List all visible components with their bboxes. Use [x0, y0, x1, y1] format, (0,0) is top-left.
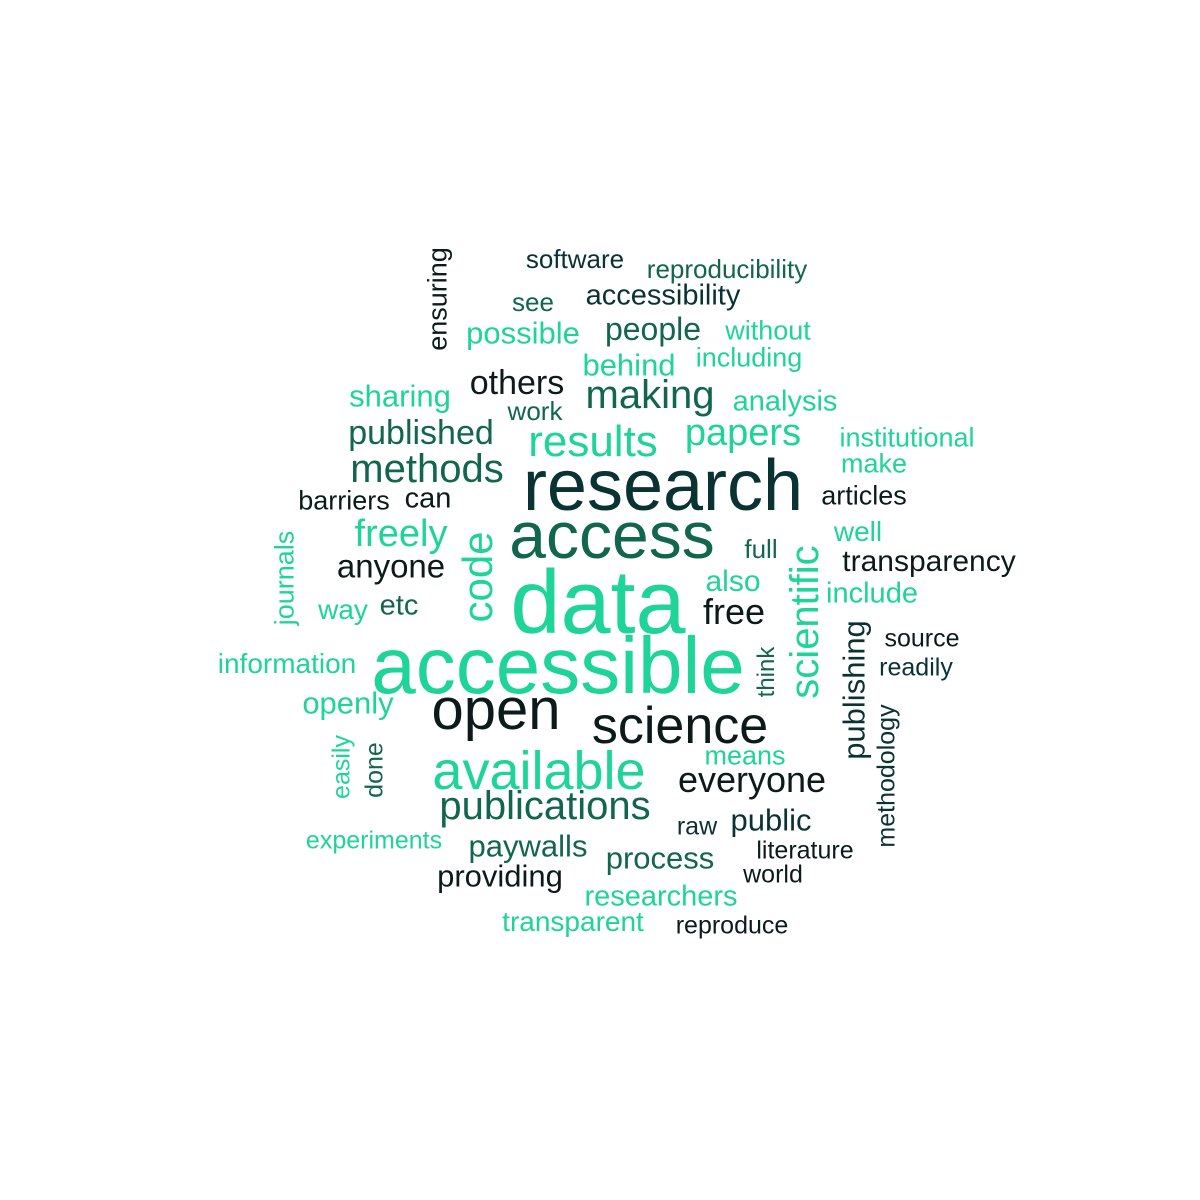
word-literature: literature [756, 836, 854, 865]
word-everyone: everyone [677, 759, 827, 800]
word-without: without [725, 315, 811, 346]
word-experiments: experiments [305, 826, 443, 855]
word-institutional: institutional [839, 422, 975, 453]
word-accessible: accessible [371, 621, 745, 710]
word-researchers: researchers [584, 880, 738, 913]
word-think: think [753, 646, 780, 698]
word-done: done [360, 742, 389, 798]
word-making: making [585, 373, 715, 417]
word-world: world [743, 860, 803, 889]
word-methods: methods [350, 447, 504, 491]
word-science: science [591, 697, 769, 755]
word-providing: providing [437, 858, 563, 894]
word-well: well [833, 516, 883, 547]
word-code: code [454, 531, 501, 623]
word-papers: papers [684, 412, 802, 454]
word-include: include [826, 577, 918, 610]
word-results: results [528, 417, 658, 466]
word-paywalls: paywalls [468, 828, 588, 864]
word-published: published [348, 414, 494, 452]
word-anyone: anyone [336, 547, 446, 585]
word-methodology: methodology [872, 704, 901, 848]
word-people: people [604, 311, 702, 347]
word-reproducibility: reproducibility [646, 254, 808, 284]
word-also: also [705, 565, 761, 598]
word-information: information [217, 648, 357, 679]
word-including: including [695, 342, 803, 373]
word-scientific: scientific [783, 545, 827, 699]
word-public: public [730, 802, 812, 838]
word-data: data [510, 553, 686, 653]
word-software: software [525, 244, 625, 274]
word-open: open [431, 677, 561, 742]
word-can: can [404, 482, 452, 515]
word-raw: raw [676, 812, 718, 841]
word-full: full [744, 534, 778, 564]
word-way: way [318, 594, 368, 625]
word-ensuring: ensuring [422, 247, 453, 351]
word-barriers: barriers [298, 485, 390, 516]
word-sharing: sharing [349, 378, 451, 414]
word-possible: possible [466, 315, 580, 351]
word-work: work [507, 396, 563, 426]
word-make: make [840, 448, 908, 479]
word-source: source [884, 624, 960, 653]
word-articles: articles [821, 480, 907, 511]
word-publications: publications [439, 784, 651, 828]
word-easily: easily [327, 735, 356, 799]
word-means: means [704, 740, 786, 771]
word-process: process [605, 840, 715, 876]
word-accessibility: accessibility [585, 279, 741, 312]
word-others: others [469, 364, 565, 402]
word-publishing: publishing [836, 620, 872, 760]
word-transparent: transparent [502, 906, 644, 937]
word-research: research [522, 446, 804, 526]
word-journals: journals [269, 530, 300, 626]
word-available: available [432, 741, 646, 801]
word-see: see [512, 287, 554, 317]
word-freely: freely [354, 513, 448, 555]
word-free: free [702, 591, 766, 632]
word-behind: behind [582, 347, 676, 383]
word-access: access [509, 498, 715, 572]
word-analysis: analysis [732, 385, 838, 418]
word-etc: etc [379, 589, 419, 622]
word-readily: readily [879, 653, 953, 682]
word-reproduce: reproduce [675, 911, 789, 940]
word-transparency: transparency [842, 545, 1016, 578]
word-openly: openly [302, 685, 394, 721]
